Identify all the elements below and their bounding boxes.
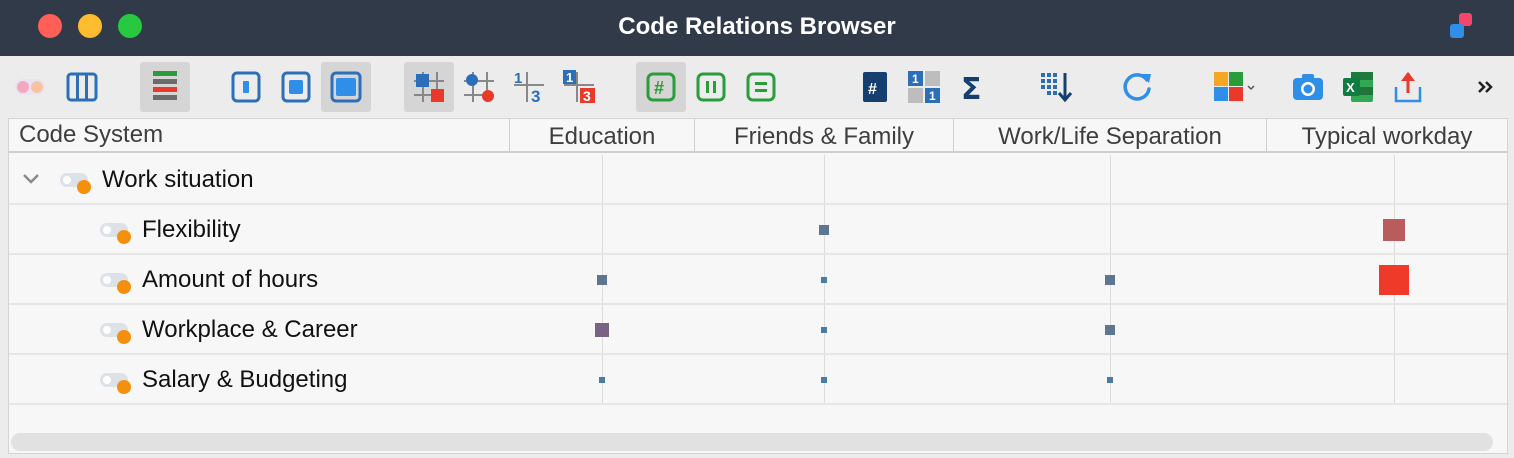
svg-text:1: 1	[912, 72, 919, 86]
close-window-button[interactable]	[38, 14, 62, 38]
svg-text:1: 1	[514, 70, 522, 87]
puzzle-icon[interactable]	[1210, 62, 1260, 112]
pause-icon[interactable]	[686, 62, 736, 112]
more-icon[interactable]	[1463, 62, 1509, 112]
relation-square[interactable]	[1107, 377, 1113, 383]
header-code-system[interactable]: Code System	[19, 121, 164, 148]
relation-square[interactable]	[821, 327, 827, 333]
svg-text:3: 3	[531, 87, 540, 105]
table-row-flexibility[interactable]: Flexibility	[9, 205, 1507, 255]
sigma-icon[interactable]: Σ	[949, 62, 999, 112]
column-divider[interactable]	[953, 119, 954, 153]
window-title: Code Relations Browser	[618, 13, 896, 40]
sort-bars-icon[interactable]	[140, 62, 190, 112]
code-icon	[100, 273, 131, 294]
code-label: Flexibility	[142, 216, 241, 243]
relation-square[interactable]	[1105, 275, 1115, 285]
relation-square[interactable]	[595, 323, 609, 337]
circles-view-icon[interactable]	[454, 62, 504, 112]
hash-icon[interactable]: #	[636, 62, 686, 112]
svg-text:#: #	[654, 78, 664, 98]
header-column[interactable]: Work/Life Separation	[998, 123, 1222, 150]
header-column[interactable]: Friends & Family	[733, 123, 915, 150]
app-logo-icon	[1450, 13, 1472, 38]
small-square-icon[interactable]	[221, 62, 271, 112]
code-label: Salary & Budgeting	[142, 366, 348, 393]
svg-text:X: X	[1346, 80, 1355, 95]
header-column[interactable]: Education	[548, 123, 656, 150]
code-icon	[100, 223, 131, 244]
camera-icon[interactable]	[1283, 62, 1333, 112]
excel-icon[interactable]: X	[1333, 62, 1383, 112]
columns-icon[interactable]	[57, 62, 107, 112]
equals-icon[interactable]	[736, 62, 786, 112]
relation-square[interactable]	[1379, 265, 1409, 295]
medium-square-icon[interactable]	[271, 62, 321, 112]
number-badge-icon[interactable]: #	[850, 62, 900, 112]
sort-down-icon[interactable]	[1031, 62, 1081, 112]
svg-text:1: 1	[929, 89, 936, 103]
minimize-window-button[interactable]	[78, 14, 102, 38]
table-row-salary-budgeting[interactable]: Salary & Budgeting	[9, 355, 1507, 405]
squares-view-icon[interactable]	[404, 62, 454, 112]
relation-square[interactable]	[597, 275, 607, 285]
refresh-icon[interactable]	[1112, 62, 1162, 112]
export-icon[interactable]	[1383, 62, 1433, 112]
svg-text:Σ: Σ	[961, 72, 982, 103]
header-column[interactable]: Typical workday	[1301, 123, 1473, 150]
svg-text:1: 1	[566, 70, 573, 85]
maximize-window-button[interactable]	[118, 14, 142, 38]
relation-square[interactable]	[819, 225, 829, 235]
large-square-icon[interactable]	[321, 62, 371, 112]
column-divider[interactable]	[694, 119, 695, 153]
relation-square[interactable]	[1383, 219, 1405, 241]
column-divider[interactable]	[509, 119, 510, 153]
table-row-workplace-career[interactable]: Workplace & Career	[9, 305, 1507, 355]
title-bar: Code Relations Browser	[0, 0, 1514, 56]
code-color-icon[interactable]	[6, 62, 56, 112]
code-icon	[100, 323, 131, 344]
relation-square[interactable]	[599, 377, 605, 383]
code-label: Workplace & Career	[142, 316, 358, 343]
table-header: Code System Education Friends & Family W…	[9, 119, 1507, 153]
code-icon	[100, 373, 131, 394]
column-divider[interactable]	[1266, 119, 1267, 153]
svg-text:3: 3	[583, 88, 591, 104]
svg-text:#: #	[868, 81, 877, 98]
table-row-work-situation[interactable]: Work situation	[9, 155, 1507, 205]
relation-square[interactable]	[1105, 325, 1115, 335]
code-label: Work situation	[102, 166, 254, 193]
horizontal-scrollbar[interactable]	[11, 433, 1493, 451]
chevron-down-icon[interactable]	[21, 171, 41, 187]
matrix-grid: Work situation Flexibility Amount of hou…	[9, 155, 1507, 405]
code-relations-table: Code System Education Friends & Family W…	[8, 118, 1508, 454]
relation-square[interactable]	[821, 277, 827, 283]
relation-square[interactable]	[821, 377, 827, 383]
code-label: Amount of hours	[142, 266, 319, 293]
table-row-amount-of-hours[interactable]: Amount of hours	[9, 255, 1507, 305]
code-icon	[60, 173, 91, 194]
